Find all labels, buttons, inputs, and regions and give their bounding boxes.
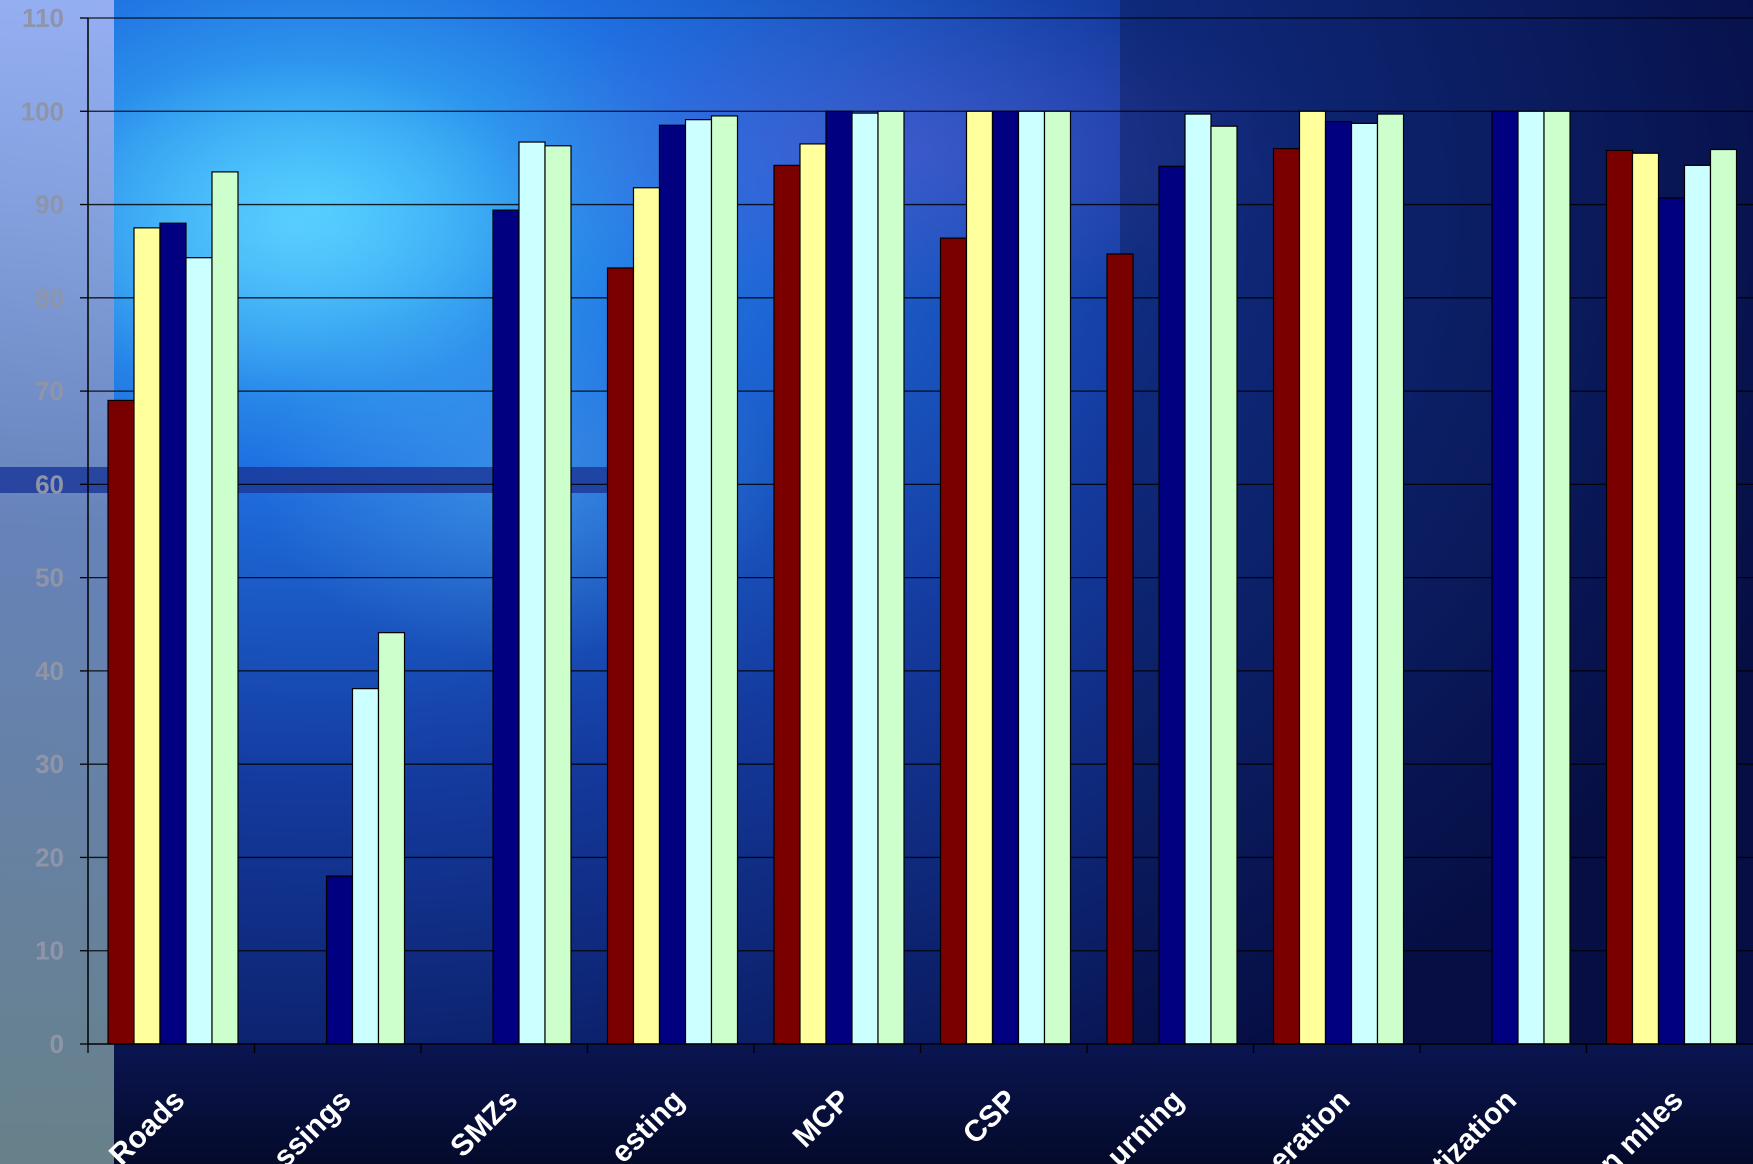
bar — [133, 227, 161, 1045]
bar — [1350, 122, 1379, 1045]
y-tick-label: 30 — [35, 749, 64, 779]
bar — [1631, 152, 1660, 1045]
bar — [1376, 113, 1405, 1045]
y-tick-label: 20 — [35, 842, 64, 872]
bar — [1272, 147, 1301, 1045]
bar — [1210, 125, 1238, 1045]
bar — [991, 110, 1020, 1045]
bar — [1491, 110, 1519, 1045]
bar — [710, 115, 739, 1045]
bar — [1657, 197, 1686, 1045]
axes — [80, 17, 1753, 1053]
bar — [544, 145, 572, 1045]
bar — [1298, 110, 1327, 1045]
bar — [877, 110, 905, 1045]
bar — [773, 164, 801, 1045]
bar — [965, 110, 994, 1045]
y-tick-label: 10 — [35, 936, 64, 966]
y-tick-label: 90 — [35, 190, 64, 220]
bar — [492, 209, 520, 1045]
bottom-band — [114, 1045, 1753, 1164]
bar — [1605, 149, 1634, 1045]
bar — [1543, 110, 1571, 1045]
bars — [107, 110, 1738, 1045]
bar — [632, 187, 661, 1045]
bar — [684, 119, 713, 1045]
bar — [1324, 120, 1353, 1045]
bar — [351, 688, 380, 1045]
y-tick-label: 70 — [35, 376, 64, 406]
bar — [325, 875, 354, 1045]
y-tick-label: 0 — [50, 1029, 64, 1059]
bar — [1106, 253, 1134, 1045]
bar — [377, 632, 406, 1045]
y-tick-label: 40 — [35, 656, 64, 686]
y-tick-label: 80 — [35, 283, 64, 313]
bar — [1517, 110, 1545, 1045]
bar — [606, 267, 635, 1045]
bar — [1184, 113, 1212, 1045]
y-tick-label: 110 — [22, 3, 64, 33]
y-tick-label: 50 — [35, 563, 64, 593]
y-tick-label: 100 — [21, 96, 64, 126]
bar — [1709, 148, 1738, 1045]
bar — [185, 257, 213, 1045]
bar — [799, 143, 827, 1045]
bar — [518, 141, 546, 1045]
bar — [211, 171, 239, 1045]
bar — [939, 237, 968, 1045]
bar — [107, 399, 135, 1045]
bar — [1017, 110, 1046, 1045]
left-strip — [0, 0, 114, 1164]
bar — [1158, 165, 1186, 1045]
bar — [1043, 110, 1072, 1045]
bar — [1683, 164, 1712, 1045]
bar — [825, 110, 853, 1045]
y-tick-label: 60 — [35, 469, 64, 499]
bar — [658, 124, 687, 1045]
bar — [851, 112, 879, 1045]
bar — [159, 222, 187, 1045]
